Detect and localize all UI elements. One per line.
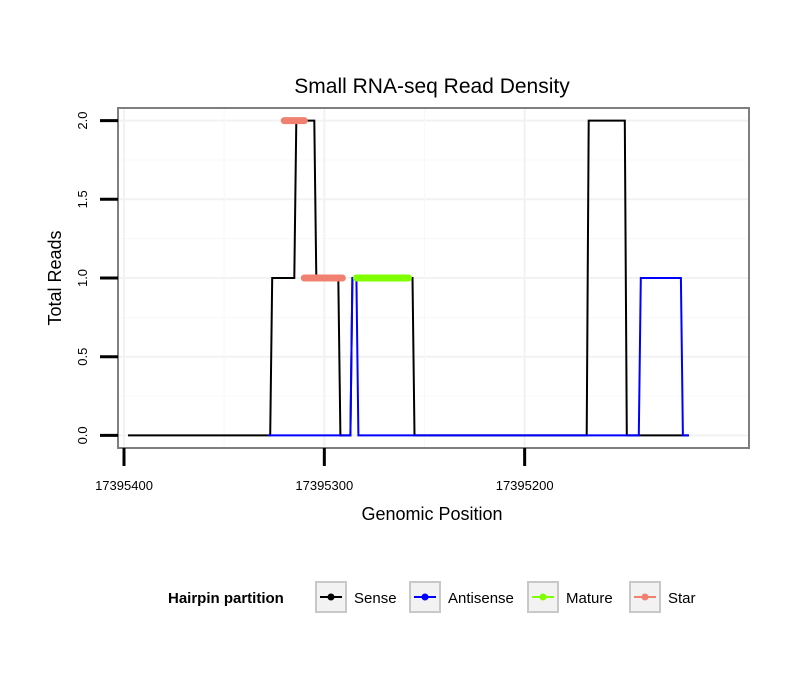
x-axis-label: Genomic Position (361, 504, 502, 524)
y-tick-label: 2.0 (75, 112, 90, 130)
y-tick-label: 0.5 (75, 348, 90, 366)
y-tick-label: 1.5 (75, 190, 90, 208)
legend-label-star: Star (668, 590, 696, 607)
series-lines (128, 119, 689, 437)
legend: Hairpin partition Sense Antisense Mature St… (168, 581, 696, 613)
series-line-antisense (268, 277, 689, 437)
chart-title: Small RNA-seq Read Density (294, 75, 570, 98)
x-axis: 17395400 17395300 17395200 (95, 448, 554, 493)
legend-title: Hairpin partition (168, 590, 284, 607)
y-tick-label: 0.0 (75, 426, 90, 444)
series-line-sense (128, 119, 689, 437)
legend-key-point (421, 593, 429, 601)
y-tick-label: 1.0 (75, 269, 90, 287)
y-axis: 0.0 0.5 1.0 1.5 2.0 (75, 112, 118, 444)
legend-key-point (539, 593, 547, 601)
legend-label-mature: Mature (566, 590, 613, 607)
x-tick-label: 17395300 (295, 478, 353, 493)
grid-lines (118, 108, 749, 448)
x-tick-label: 17395200 (496, 478, 554, 493)
legend-key-point (327, 593, 335, 601)
legend-label-sense: Sense (354, 590, 397, 607)
legend-key-point (641, 593, 649, 601)
x-tick-label: 17395400 (95, 478, 153, 493)
y-axis-label: Total Reads (45, 230, 65, 325)
partition-segments (280, 117, 412, 282)
legend-label-antisense: Antisense (448, 590, 514, 607)
